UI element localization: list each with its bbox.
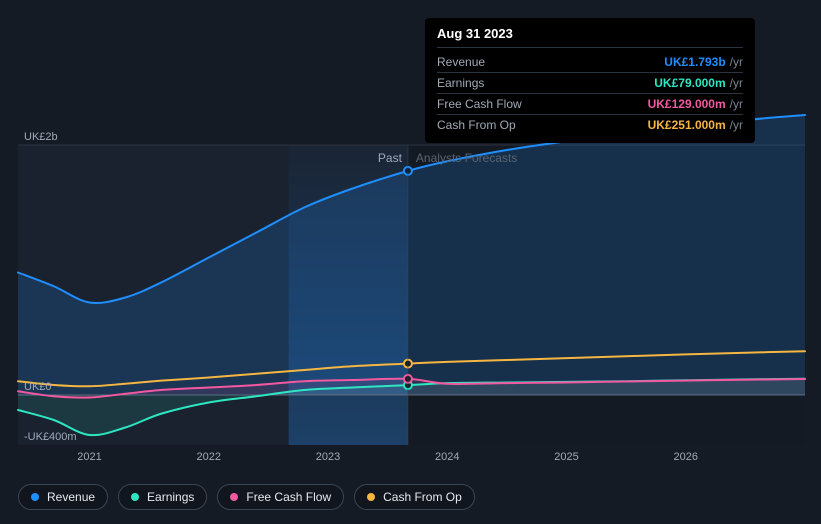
tooltip-row-unit: /yr	[730, 76, 743, 90]
legend-item-label: Free Cash Flow	[246, 490, 331, 504]
x-axis-tick-label: 2023	[316, 451, 340, 463]
chart-container: Aug 31 2023 Revenue UK£1.793b/yr Earnings U…	[0, 0, 821, 524]
legend-item[interactable]: Earnings	[118, 484, 207, 510]
past-section-label: Past	[378, 151, 402, 165]
chart-legend: Revenue Earnings Free Cash Flow Cash From O…	[18, 484, 475, 510]
tooltip-row-unit: /yr	[730, 55, 743, 69]
chart-tooltip: Aug 31 2023 Revenue UK£1.793b/yr Earnings U…	[425, 18, 755, 143]
tooltip-row-value: UK£251.000m	[648, 118, 726, 132]
x-axis-tick-label: 2026	[674, 451, 698, 463]
tooltip-rows: Revenue UK£1.793b/yr Earnings UK£79.000m/yr…	[437, 52, 743, 135]
x-axis-tick-label: 2022	[197, 451, 221, 463]
tooltip-row-unit: /yr	[730, 97, 743, 111]
tooltip-date: Aug 31 2023	[437, 26, 743, 48]
tooltip-row-value: UK£79.000m	[654, 76, 725, 90]
tooltip-row: Earnings UK£79.000m/yr	[437, 73, 743, 94]
legend-item-label: Revenue	[47, 490, 95, 504]
x-axis-tick-label: 2024	[435, 451, 459, 463]
tooltip-row-value: UK£1.793b	[664, 55, 725, 69]
legend-item-label: Cash From Op	[383, 490, 462, 504]
tooltip-row: Cash From Op UK£251.000m/yr	[437, 115, 743, 135]
tooltip-row: Revenue UK£1.793b/yr	[437, 52, 743, 73]
legend-item-label: Earnings	[147, 490, 194, 504]
legend-item[interactable]: Cash From Op	[354, 484, 475, 510]
tooltip-row-label: Free Cash Flow	[437, 97, 522, 111]
y-axis-tick-label: -UK£400m	[24, 431, 77, 443]
legend-dot-icon	[131, 493, 139, 501]
legend-dot-icon	[31, 493, 39, 501]
legend-item[interactable]: Free Cash Flow	[217, 484, 344, 510]
y-axis-tick-label: UK£0	[24, 381, 52, 393]
legend-dot-icon	[230, 493, 238, 501]
tooltip-row-value: UK£129.000m	[648, 97, 726, 111]
legend-dot-icon	[367, 493, 375, 501]
tooltip-row-unit: /yr	[730, 118, 743, 132]
tooltip-row-label: Cash From Op	[437, 118, 516, 132]
tooltip-row: Free Cash Flow UK£129.000m/yr	[437, 94, 743, 115]
x-axis-tick-label: 2021	[77, 451, 101, 463]
tooltip-row-label: Earnings	[437, 76, 484, 90]
y-axis-tick-label: UK£2b	[24, 131, 58, 143]
forecast-section-label: Analysts Forecasts	[416, 151, 517, 165]
tooltip-row-label: Revenue	[437, 55, 485, 69]
legend-item[interactable]: Revenue	[18, 484, 108, 510]
x-axis-tick-label: 2025	[554, 451, 578, 463]
